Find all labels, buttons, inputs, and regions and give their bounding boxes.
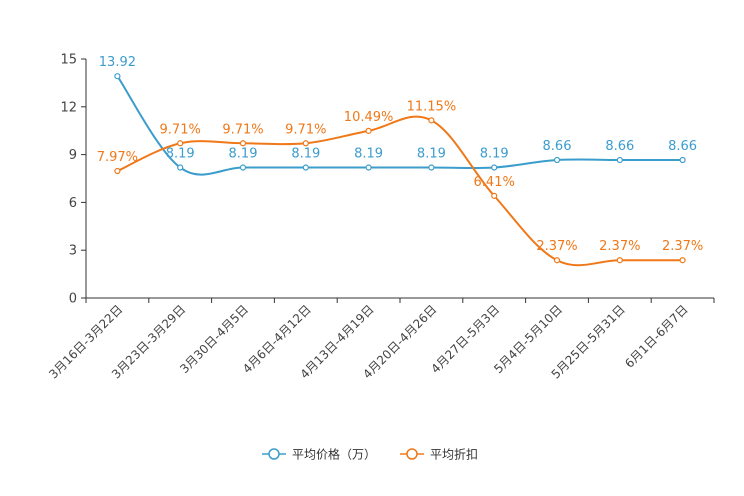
series-layer bbox=[114, 73, 686, 267]
data-label-discount: 2.37% bbox=[662, 239, 703, 254]
data-point-discount bbox=[679, 257, 686, 264]
series-line-discount bbox=[116, 115, 683, 267]
legend-label: 平均折扣 bbox=[430, 447, 478, 462]
data-point-price bbox=[491, 164, 498, 171]
legend[interactable]: 平均价格（万） 平均折扣 bbox=[262, 447, 478, 462]
data-label-price: 8.19 bbox=[229, 147, 258, 162]
data-point-discount bbox=[616, 257, 623, 264]
data-labels: 13.92 8.19 8.19 8.19 8.19 8.19 8.19 8.66 8.66 8.6… bbox=[97, 55, 704, 254]
legend-item-price[interactable]: 平均价格（万） bbox=[262, 447, 376, 462]
data-point-price bbox=[553, 156, 561, 164]
data-point-price bbox=[177, 164, 184, 171]
legend-label: 平均价格（万） bbox=[292, 447, 376, 462]
y-tick-label: 3 bbox=[69, 244, 77, 259]
data-label-price: 8.19 bbox=[417, 147, 446, 162]
data-label-discount: 9.71% bbox=[160, 122, 201, 137]
data-point-discount bbox=[553, 257, 561, 264]
data-label-discount: 11.15% bbox=[407, 99, 457, 114]
data-label-discount: 2.37% bbox=[536, 239, 577, 254]
data-point-price bbox=[616, 156, 623, 164]
y-tick-label: 15 bbox=[60, 53, 77, 68]
data-label-price: 8.19 bbox=[480, 147, 509, 162]
data-point-discount bbox=[177, 140, 184, 147]
axes: 036912153月16日-3月22日3月23日-3月29日3月30日-4月5日… bbox=[46, 53, 715, 382]
data-point-price bbox=[239, 164, 247, 171]
data-label-price: 13.92 bbox=[99, 55, 136, 70]
data-label-discount: 9.71% bbox=[285, 122, 326, 137]
data-label-price: 8.19 bbox=[291, 147, 320, 162]
series-line-price bbox=[116, 75, 683, 176]
y-tick-label: 0 bbox=[69, 292, 77, 307]
legend-marker-icon bbox=[406, 448, 418, 460]
y-tick-label: 9 bbox=[69, 148, 77, 163]
y-tick-label: 12 bbox=[60, 100, 77, 115]
data-label-price: 8.66 bbox=[668, 139, 697, 154]
legend-marker-icon bbox=[268, 448, 280, 460]
data-point-price bbox=[114, 73, 121, 80]
data-label-discount: 10.49% bbox=[344, 110, 394, 125]
data-point-price bbox=[679, 156, 686, 164]
data-label-price: 8.19 bbox=[354, 147, 383, 162]
data-label-discount: 9.71% bbox=[222, 122, 263, 137]
data-point-discount bbox=[114, 167, 121, 175]
data-point-discount bbox=[365, 127, 372, 134]
data-point-discount bbox=[491, 192, 498, 199]
data-point-price bbox=[428, 164, 435, 171]
y-tick-label: 6 bbox=[69, 196, 77, 211]
data-label-discount: 2.37% bbox=[599, 239, 640, 254]
data-label-discount: 7.97% bbox=[97, 150, 138, 165]
x-tick-label: 6月1日-6月7日 bbox=[622, 302, 691, 371]
data-point-discount bbox=[239, 140, 247, 147]
legend-item-discount[interactable]: 平均折扣 bbox=[400, 447, 478, 462]
data-label-price: 8.19 bbox=[166, 147, 195, 162]
data-point-price bbox=[365, 164, 372, 171]
data-point-discount bbox=[302, 140, 309, 147]
data-point-discount bbox=[428, 117, 435, 124]
data-label-discount: 6.41% bbox=[474, 175, 515, 190]
data-label-price: 8.66 bbox=[605, 139, 634, 154]
data-label-price: 8.66 bbox=[543, 139, 572, 154]
data-point-price bbox=[302, 164, 309, 171]
